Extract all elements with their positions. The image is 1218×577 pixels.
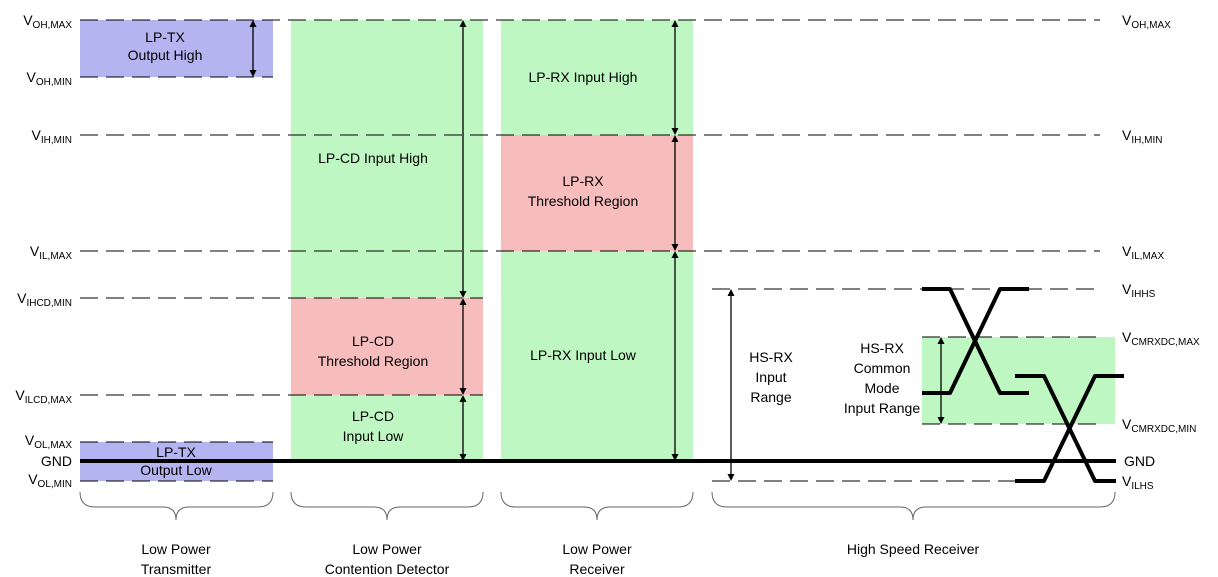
lprx-threshold-region	[501, 135, 693, 251]
group-receiver-label: Low Power Receiver	[562, 541, 632, 577]
lpcd-input-low-region	[291, 395, 483, 461]
hsrx-common-label: HS-RX Common Mode Input Range	[844, 340, 920, 416]
label-vil-max-left: VIL,MAX	[30, 243, 72, 262]
lpcd-input-high-region	[291, 20, 483, 298]
label-gnd-right: GND	[1124, 453, 1155, 469]
lprx-threshold-label: LP-RX Threshold Region	[528, 173, 639, 209]
label-vihcd-min-left: VIHCD,MIN	[17, 290, 72, 309]
hs-waveforms	[922, 287, 1124, 483]
lpcd-threshold-region	[291, 298, 483, 395]
group-hs-receiver-label: High Speed Receiver	[847, 541, 980, 557]
label-vih-min-right: VIH,MIN	[1122, 127, 1162, 146]
group-detector-label: Low Power Contention Detector	[325, 541, 450, 577]
group-transmitter-label: Low Power Transmitter	[141, 541, 212, 577]
lpcd-threshold-label: LP-CD Threshold Region	[318, 333, 429, 369]
hsrx-range-label: HS-RX Input Range	[749, 349, 793, 405]
group-labels: Low Power Transmitter Low Power Contention…	[141, 541, 980, 577]
level-lines	[80, 19, 1100, 482]
label-gnd-left: GND	[41, 453, 72, 469]
left-level-labels: VOH,MAX VOH,MIN VIH,MIN VIL,MAX VIHCD,MI…	[15, 12, 72, 490]
label-vcmrxdc-max-right: VCMRXDC,MAX	[1122, 329, 1200, 348]
region-labels: LP-TX Output High LP-TX Output Low LP-CD I…	[128, 29, 921, 478]
label-voh-max-right: VOH,MAX	[1122, 12, 1171, 31]
label-voh-min-left: VOH,MIN	[27, 69, 72, 88]
hsrx-common-mode-region	[922, 337, 1115, 424]
lprx-low-label: LP-RX Input Low	[530, 347, 637, 363]
lptx-low-label: LP-TX Output Low	[140, 444, 212, 478]
label-vihhs-right: VIHHS	[1122, 281, 1156, 300]
lptx-high-label: LP-TX Output High	[128, 29, 203, 63]
lprx-input-high-region	[501, 20, 693, 135]
lpcd-low-label: LP-CD Input Low	[343, 408, 405, 444]
lprx-high-label: LP-RX Input High	[529, 69, 638, 85]
label-vil-max-right: VIL,MAX	[1122, 243, 1164, 262]
label-voh-max-left: VOH,MAX	[23, 12, 72, 31]
label-vilcd-max-left: VILCD,MAX	[15, 387, 72, 406]
range-arrows	[249, 20, 945, 481]
label-vol-max-left: VOL,MAX	[25, 432, 72, 451]
label-vilhs-right: VILHS	[1122, 473, 1154, 492]
lprx-input-low-region	[501, 251, 693, 461]
label-vcmrxdc-min-right: VCMRXDC,MIN	[1122, 416, 1196, 435]
label-vih-min-left: VIH,MIN	[32, 127, 72, 146]
group-braces	[79, 491, 1116, 521]
right-level-labels: VOH,MAX VIH,MIN VIL,MAX VIHHS VCMRXDC,MA…	[1122, 12, 1200, 492]
lptx-output-high-region	[80, 20, 273, 77]
label-vol-min-left: VOL,MIN	[28, 471, 72, 490]
lpcd-high-label: LP-CD Input High	[318, 150, 428, 166]
